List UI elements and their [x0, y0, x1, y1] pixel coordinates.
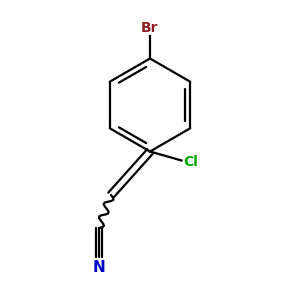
- Text: Cl: Cl: [183, 155, 198, 169]
- Text: N: N: [93, 260, 105, 275]
- Text: Br: Br: [141, 20, 159, 34]
